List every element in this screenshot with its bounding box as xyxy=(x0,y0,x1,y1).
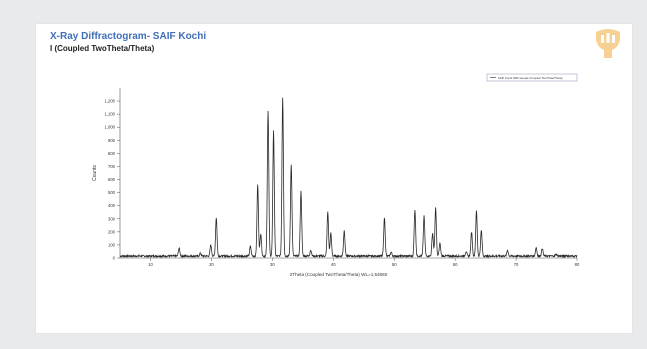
x-tick-label: 40 xyxy=(331,262,336,267)
y-tick-label: 1,000 xyxy=(105,125,116,130)
x-tick-label: 70 xyxy=(514,262,519,267)
y-axis: 0 100 200 300 400 500 600 700 800 900 1,000 1,100 1,… xyxy=(105,88,121,261)
x-axis: 10 20 30 40 50 60 70 80 xyxy=(120,257,580,267)
legend: SAIF Kochi XRD sample (Coupled TwoTheta/… xyxy=(486,73,578,82)
y-tick-label: 200 xyxy=(108,229,116,234)
y-tick-label: 1,200 xyxy=(105,99,116,104)
y-tick-label: 600 xyxy=(108,177,116,182)
y-tick-label: 700 xyxy=(108,164,116,169)
y-tick-label: 0 xyxy=(113,256,116,261)
x-tick-label: 50 xyxy=(392,262,397,267)
diffraction-trace xyxy=(119,97,578,259)
x-tick-label: 80 xyxy=(575,262,580,267)
chart-subtitle: I (Coupled TwoTheta/Theta) xyxy=(50,44,155,53)
legend-box xyxy=(486,73,578,82)
y-axis-label: Counts xyxy=(92,165,98,181)
x-axis-label: 2Theta (Coupled TwoTheta/Theta) WL=1.540… xyxy=(290,272,388,277)
y-tick-label: 300 xyxy=(108,216,116,221)
y-tick-label: 1,100 xyxy=(105,112,116,117)
y-tick-label: 900 xyxy=(108,138,116,143)
x-tick-label: 20 xyxy=(209,262,214,267)
x-tick-label: 30 xyxy=(270,262,275,267)
legend-entry: SAIF Kochi XRD sample (Coupled TwoTheta/… xyxy=(498,76,563,80)
y-tick-label: 100 xyxy=(108,242,116,247)
saif-logo-icon xyxy=(596,29,620,58)
slide-title: X-Ray Diffractogram- SAIF Kochi xyxy=(50,31,207,42)
xrd-chart: 0 100 200 300 400 500 600 700 800 900 1,000 1,100 1,… xyxy=(92,73,580,277)
y-tick-label: 800 xyxy=(108,151,116,156)
x-tick-label: 10 xyxy=(148,262,153,267)
x-tick-label: 60 xyxy=(453,262,458,267)
y-tick-label: 500 xyxy=(108,190,116,195)
y-tick-label: 400 xyxy=(108,203,116,208)
